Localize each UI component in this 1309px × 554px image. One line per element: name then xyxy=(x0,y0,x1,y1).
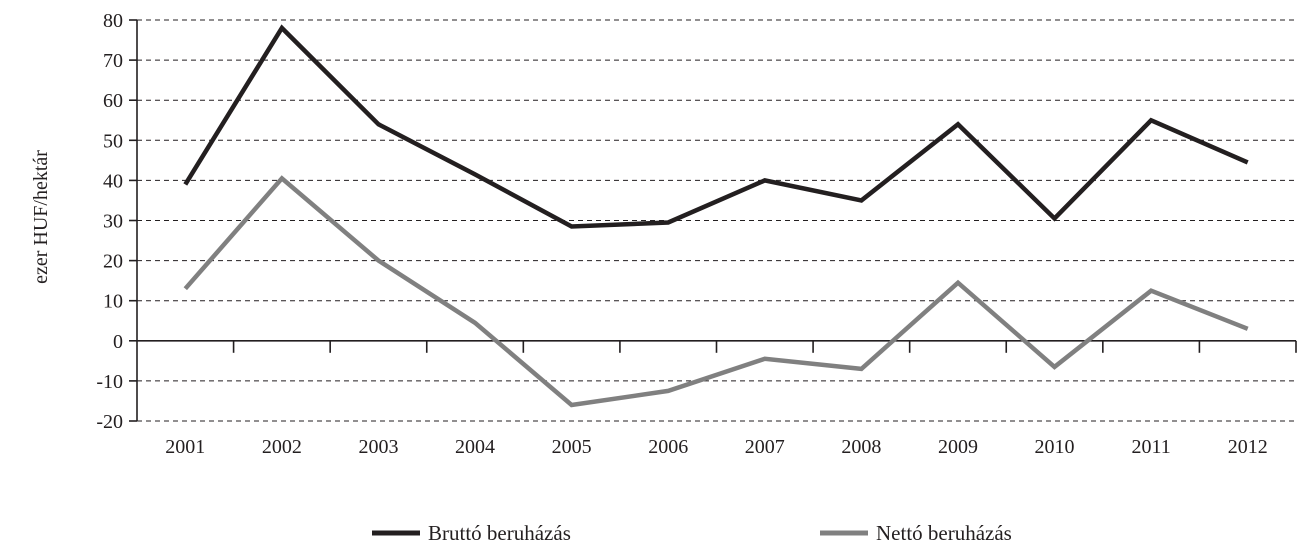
y-tick-label: 40 xyxy=(103,170,123,192)
x-tick-label-2005: 2005 xyxy=(552,436,592,458)
x-tick-labels: 2001 2002 2003 2004 2005 2006 2007 2008 2009 2010… xyxy=(165,436,1267,458)
grid-lines xyxy=(137,19,1296,422)
x-tick-label-2007: 2007 xyxy=(745,436,785,458)
legend-label-1: Bruttó beruházás xyxy=(428,521,571,545)
y-tick-label: -20 xyxy=(96,411,123,433)
x-tick-label-2002: 2002 xyxy=(262,436,302,458)
series-lines xyxy=(183,24,1249,408)
y-tick-label: 60 xyxy=(103,90,123,112)
y-tick-label: 70 xyxy=(103,50,123,72)
series-line-1 xyxy=(183,24,1249,229)
legend-label-2: Nettó beruházás xyxy=(876,521,1012,545)
x-tick-label-2006: 2006 xyxy=(648,436,688,458)
y-tick-label: 80 xyxy=(103,10,123,32)
y-tick-label: -10 xyxy=(96,371,123,393)
legend: Bruttó beruházás Nettó beruházás xyxy=(372,521,1012,545)
x-tick-label-2009: 2009 xyxy=(938,436,978,458)
x-tick-label-2003: 2003 xyxy=(358,436,398,458)
y-tick-label: 20 xyxy=(103,251,123,273)
y-tick-label: 10 xyxy=(103,291,123,313)
x-tick-label-2011: 2011 xyxy=(1131,436,1170,458)
x-tick-label-2010: 2010 xyxy=(1035,436,1075,458)
x-tick-label-2008: 2008 xyxy=(841,436,881,458)
series-line-2 xyxy=(183,175,1249,408)
y-tick-label: 50 xyxy=(103,130,123,152)
axes xyxy=(129,19,1297,422)
x-tick-label-2012: 2012 xyxy=(1228,436,1268,458)
x-tick-label-2004: 2004 xyxy=(455,436,495,458)
y-axis-label: ezer HUF/hektár xyxy=(30,150,52,284)
y-tick-labels: -20 -10 0 10 20 30 40 50 60 70 80 xyxy=(96,10,123,433)
x-tick-label-2001: 2001 xyxy=(165,436,205,458)
y-tick-label: 30 xyxy=(103,211,123,233)
y-tick-label: 0 xyxy=(113,331,123,353)
